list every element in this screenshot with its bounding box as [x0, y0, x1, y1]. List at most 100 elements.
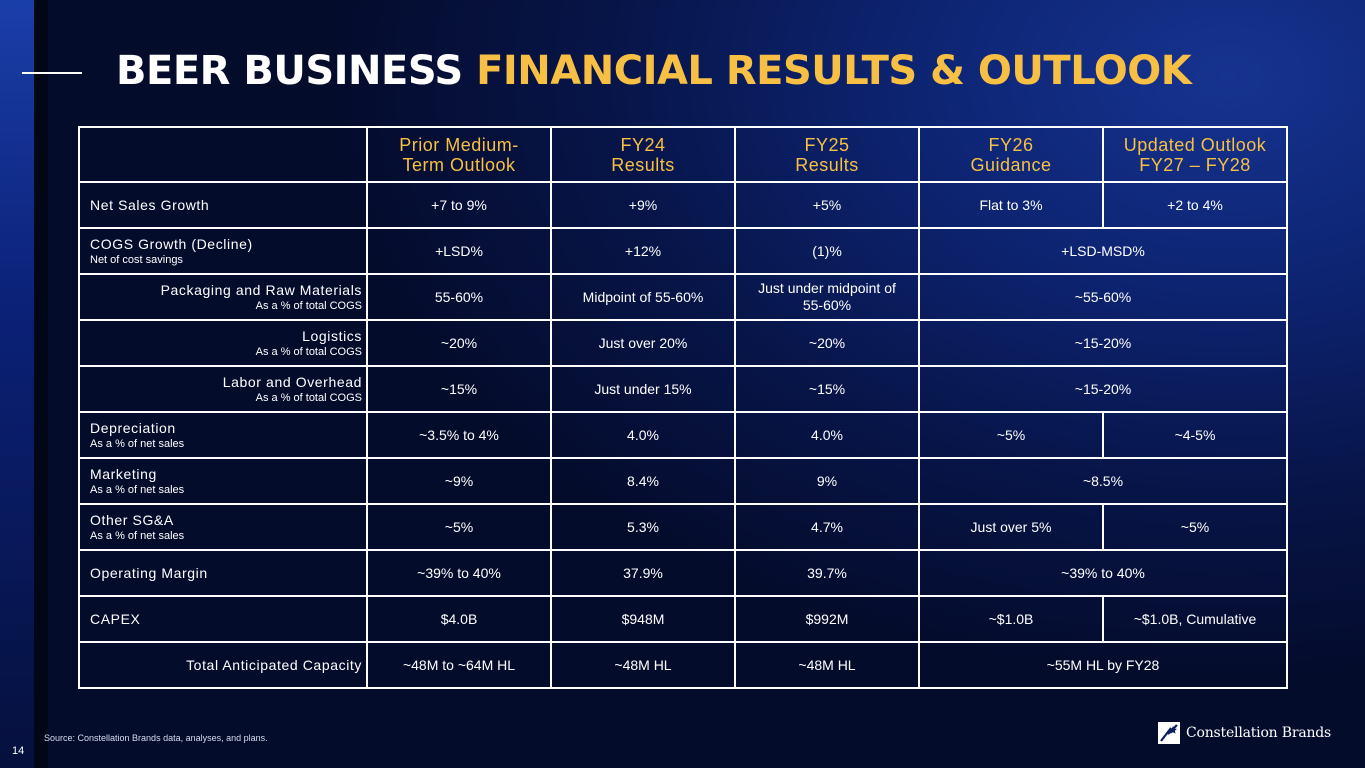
cell-fy27-28: ~$1.0B, Cumulative [1102, 595, 1288, 643]
cell-prior: 55-60% [366, 273, 552, 321]
row-label: Operating Margin [78, 549, 368, 597]
cell-fy24: Just under 15% [550, 365, 736, 413]
row-label-cell: Marketing As a % of net sales [78, 457, 368, 505]
cell-fy25: 4.0% [734, 411, 920, 459]
cell-fy27-28: ~5% [1102, 503, 1288, 551]
cell-prior: ~20% [366, 319, 552, 367]
cell-prior: ~48M to ~64M HL [366, 641, 552, 689]
star-logo-icon [1158, 722, 1180, 744]
financial-table: Prior Medium- Term Outlook FY24 Results FY… [78, 126, 1288, 689]
header-line: FY27 – FY28 [1139, 154, 1251, 175]
title-white-part: BEER BUSINESS [116, 48, 463, 94]
cell-fy26: ~$1.0B [918, 595, 1104, 643]
header-prior-outlook: Prior Medium- Term Outlook [366, 126, 552, 183]
header-fy24: FY24 Results [550, 126, 736, 183]
row-label: Total Anticipated Capacity [78, 641, 368, 689]
row-label: Marketing [90, 465, 157, 482]
row-label: CAPEX [78, 595, 368, 643]
table-row: CAPEX $4.0B $948M $992M ~$1.0B ~$1.0B, C… [78, 595, 1288, 643]
row-label-cell: Logistics As a % of total COGS [78, 319, 368, 367]
left-accent-bar [0, 0, 34, 768]
header-empty [78, 126, 368, 183]
row-note: As a % of net sales [90, 529, 185, 542]
cell-fy24: $948M [550, 595, 736, 643]
cell-fy24: Midpoint of 55-60% [550, 273, 736, 321]
table-row: Marketing As a % of net sales ~9% 8.4% 9… [78, 457, 1288, 505]
company-logo: Constellation Brands [1158, 722, 1331, 744]
page-number: 14 [12, 745, 25, 757]
row-note: As a % of total COGS [255, 391, 362, 404]
table-row: Packaging and Raw Materials As a % of to… [78, 273, 1288, 321]
cell-fy26: Flat to 3% [918, 181, 1104, 229]
cell-fy26: ~5% [918, 411, 1104, 459]
table-row: Other SG&A As a % of net sales ~5% 5.3% … [78, 503, 1288, 551]
header-fy25: FY25 Results [734, 126, 920, 183]
row-note: As a % of total COGS [255, 345, 362, 358]
header-fy26: FY26 Guidance [918, 126, 1104, 183]
cell-fy26-28-merged: ~55-60% [918, 273, 1288, 321]
table-row: COGS Growth (Decline) Net of cost saving… [78, 227, 1288, 275]
cell-prior: $4.0B [366, 595, 552, 643]
source-footnote: Source: Constellation Brands data, analy… [44, 733, 268, 743]
cell-fy24: 4.0% [550, 411, 736, 459]
cell-fy26-28-merged: ~39% to 40% [918, 549, 1288, 597]
row-note: As a % of net sales [90, 483, 185, 496]
row-note: As a % of total COGS [255, 299, 362, 312]
header-updated-outlook: Updated Outlook FY27 – FY28 [1102, 126, 1288, 183]
table-row: Net Sales Growth +7 to 9% +9% +5% Flat t… [78, 181, 1288, 229]
cell-fy25: (1)% [734, 227, 920, 275]
cell-fy24: 5.3% [550, 503, 736, 551]
cell-prior: ~5% [366, 503, 552, 551]
cell-fy25: 9% [734, 457, 920, 505]
row-label-cell: Other SG&A As a % of net sales [78, 503, 368, 551]
cell-fy27-28: ~4-5% [1102, 411, 1288, 459]
header-line: Results [611, 154, 675, 175]
row-note: As a % of net sales [90, 437, 185, 450]
table-row: Labor and Overhead As a % of total COGS … [78, 365, 1288, 413]
row-label: Other SG&A [90, 511, 174, 528]
slide-title: BEER BUSINESS FINANCIAL RESULTS & OUTLOO… [116, 48, 1192, 94]
cell-fy25: $992M [734, 595, 920, 643]
cell-fy26-28-merged: ~8.5% [918, 457, 1288, 505]
cell-prior: ~9% [366, 457, 552, 505]
cell-prior: +7 to 9% [366, 181, 552, 229]
row-label-cell: Labor and Overhead As a % of total COGS [78, 365, 368, 413]
cell-fy25: Just under midpoint of 55-60% [734, 273, 920, 321]
cell-fy24: 8.4% [550, 457, 736, 505]
table-row: Total Anticipated Capacity ~48M to ~64M … [78, 641, 1288, 689]
cell-fy25: 4.7% [734, 503, 920, 551]
cell-fy24: Just over 20% [550, 319, 736, 367]
cell-fy26: Just over 5% [918, 503, 1104, 551]
header-line: Guidance [970, 154, 1052, 175]
cell-fy25: +5% [734, 181, 920, 229]
row-label: COGS Growth (Decline) [90, 235, 253, 252]
table-row: Logistics As a % of total COGS ~20% Just… [78, 319, 1288, 367]
table-row: Operating Margin ~39% to 40% 37.9% 39.7%… [78, 549, 1288, 597]
row-label: Logistics [302, 327, 362, 344]
title-gold-part: FINANCIAL RESULTS & OUTLOOK [476, 48, 1192, 94]
cell-prior: ~15% [366, 365, 552, 413]
row-label: Net Sales Growth [78, 181, 368, 229]
cell-prior: ~3.5% to 4% [366, 411, 552, 459]
row-label: Depreciation [90, 419, 176, 436]
row-label-cell: Depreciation As a % of net sales [78, 411, 368, 459]
header-line: Prior Medium- [399, 134, 519, 155]
cell-fy25: ~20% [734, 319, 920, 367]
cell-fy25: ~15% [734, 365, 920, 413]
header-line: Results [795, 154, 859, 175]
table-row: Depreciation As a % of net sales ~3.5% t… [78, 411, 1288, 459]
header-line: Updated Outlook [1123, 134, 1267, 155]
header-line: FY26 [988, 134, 1034, 155]
cell-fy24: 37.9% [550, 549, 736, 597]
left-dark-strip [34, 0, 48, 768]
cell-fy26-28-merged: ~55M HL by FY28 [918, 641, 1288, 689]
cell-fy26-28-merged: +LSD-MSD% [918, 227, 1288, 275]
cell-fy24: +9% [550, 181, 736, 229]
cell-prior: ~39% to 40% [366, 549, 552, 597]
header-row: Prior Medium- Term Outlook FY24 Results FY… [78, 126, 1288, 183]
logo-text: Constellation Brands [1186, 725, 1332, 741]
cell-fy25: 39.7% [734, 549, 920, 597]
header-line: FY24 [620, 134, 666, 155]
cell-fy24: +12% [550, 227, 736, 275]
cell-fy24: ~48M HL [550, 641, 736, 689]
